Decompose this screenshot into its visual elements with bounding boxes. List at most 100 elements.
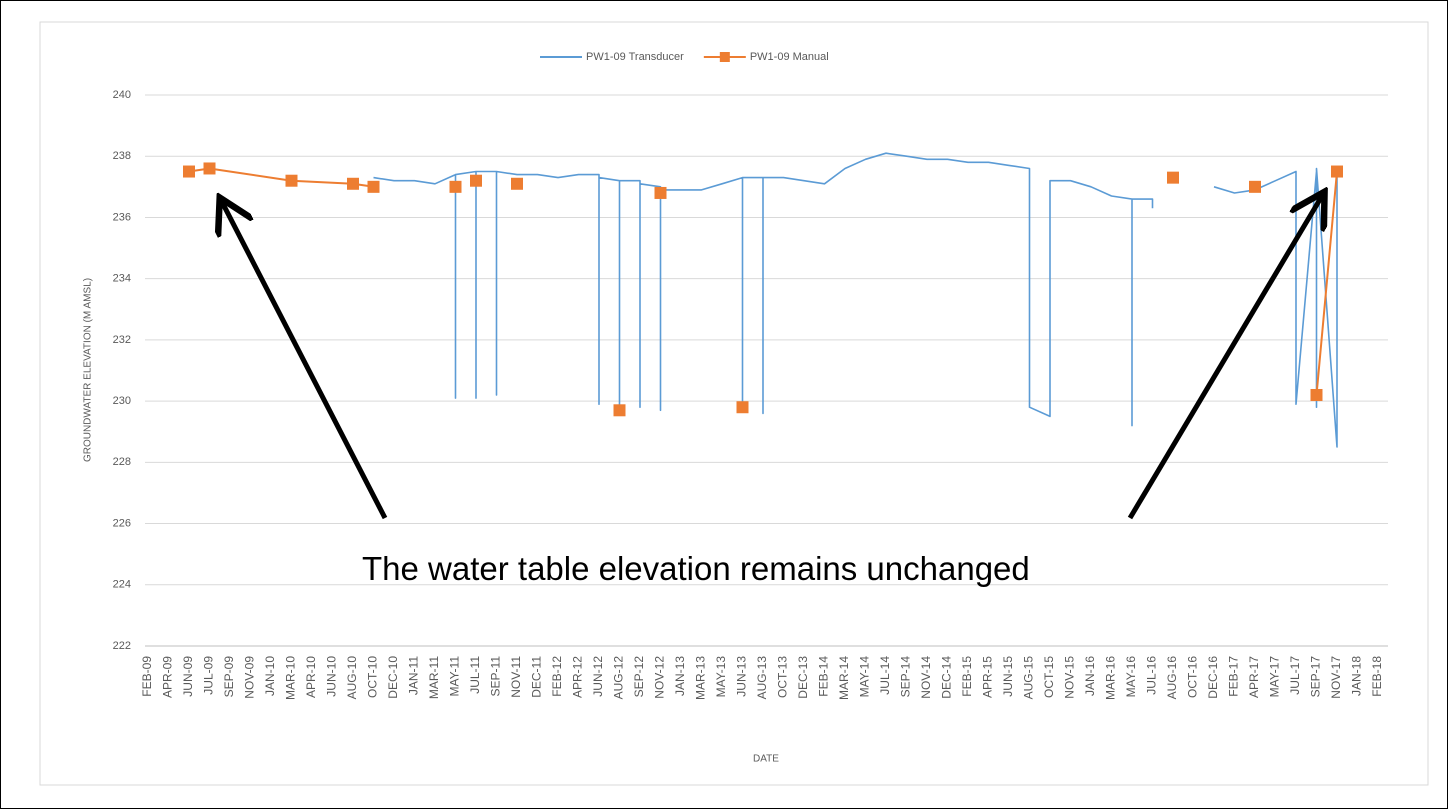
x-tick-label: APR-09: [161, 656, 175, 698]
x-tick-label: APR-17: [1247, 656, 1261, 698]
annotation: The water table elevation remains unchan…: [362, 550, 1030, 587]
marker: [449, 180, 462, 193]
x-tick-label: NOV-14: [919, 656, 933, 699]
x-tick-label: JUL-17: [1288, 656, 1302, 695]
x-tick-label: JAN-11: [407, 656, 421, 695]
x-tick-label: SEP-11: [489, 656, 503, 697]
x-tick-label: JUN-10: [325, 656, 339, 697]
legend-item: PW1-09 Transducer: [540, 51, 684, 63]
x-tick-label: FEB-17: [1227, 656, 1241, 697]
x-tick-label: JUL-16: [1145, 656, 1159, 695]
y-tick-label: 230: [113, 395, 131, 407]
x-tick-label: SEP-12: [632, 656, 646, 698]
y-tick-label: 240: [113, 89, 131, 101]
x-tick-label: DEC-10: [386, 656, 400, 699]
x-tick-label: DEC-11: [530, 656, 544, 698]
x-tick-label: JUN-09: [181, 656, 195, 697]
marker: [470, 174, 482, 187]
x-axis-label: DATE: [753, 754, 779, 765]
x-tick-label: OCT-16: [1186, 656, 1200, 698]
x-tick-label: NOV-12: [653, 656, 667, 699]
x-tick-label: MAY-14: [858, 656, 872, 698]
x-tick-label: FEB-12: [550, 656, 564, 697]
x-tick-label: AUG-15: [1022, 656, 1036, 700]
x-tick-label: AUG-10: [345, 656, 359, 700]
marker: [347, 177, 359, 190]
marker: [1310, 388, 1323, 401]
x-tick-label: SEP-09: [222, 656, 236, 698]
x-tick-label: JAN-16: [1083, 656, 1097, 696]
x-tick-label: MAR-10: [284, 656, 298, 700]
x-tick-label: NOV-15: [1063, 656, 1077, 699]
legend-item: PW1-09 Manual: [703, 51, 829, 63]
x-tick-label: FEB-15: [960, 656, 974, 697]
arrow: [1127, 196, 1322, 520]
x-tick-label: AUG-13: [755, 656, 769, 700]
x-tick-label: JAN-13: [673, 656, 687, 696]
x-tick-label: JUL-14: [878, 656, 892, 695]
legend-marker: [719, 52, 730, 62]
marker: [285, 174, 298, 187]
x-tick-label: AUG-16: [1165, 656, 1179, 700]
chart-border: [39, 21, 1429, 786]
y-tick-label: 226: [113, 517, 131, 529]
x-tick-label: MAY-17: [1268, 656, 1282, 698]
x-tick-label: APR-10: [304, 656, 318, 698]
y-tick-label: 234: [113, 273, 131, 285]
y-axis-label: GROUNDWATER ELEVATION (M AMSL): [83, 278, 94, 462]
x-tick-label: FEB-14: [817, 656, 831, 697]
x-tick-label: JUL-11: [468, 656, 482, 694]
x-tick-label: MAR-13: [694, 656, 708, 700]
x-tick-label: DEC-13: [796, 656, 810, 699]
x-tick-label: NOV-09: [243, 656, 257, 699]
marker: [654, 186, 667, 199]
y-tick-label: 236: [113, 211, 131, 223]
x-tick-label: MAY-13: [714, 656, 728, 698]
x-tick-label: FEB-09: [140, 656, 154, 697]
x-tick-label: JAN-18: [1350, 656, 1364, 696]
marker: [736, 401, 749, 414]
x-tick-label: NOV-17: [1329, 656, 1343, 699]
x-tick-label: APR-12: [571, 656, 585, 698]
y-tick-label: 238: [113, 150, 131, 162]
y-tick-label: 224: [113, 579, 131, 591]
x-tick-label: MAY-16: [1124, 656, 1138, 698]
y-tick-label: 232: [113, 334, 131, 346]
x-tick-label: JUN-12: [591, 656, 605, 697]
y-tick-label: 222: [113, 640, 131, 652]
x-tick-label: AUG-12: [612, 656, 626, 700]
marker: [367, 180, 380, 193]
marker: [613, 404, 626, 417]
x-tick-label: DEC-14: [940, 656, 954, 699]
arrow: [222, 202, 388, 520]
x-tick-label: OCT-10: [366, 656, 380, 698]
x-tick-label: SEP-17: [1309, 656, 1323, 698]
legend-label: PW1-09 Transducer: [586, 51, 684, 63]
x-tick-label: OCT-15: [1042, 656, 1056, 698]
x-tick-label: MAR-11: [427, 656, 441, 699]
x-tick-label: SEP-14: [899, 656, 913, 698]
marker: [1249, 180, 1261, 193]
x-tick-label: JAN-10: [263, 656, 277, 696]
x-tick-label: APR-15: [981, 656, 995, 698]
marker: [183, 165, 195, 178]
series-line: [373, 152, 1338, 448]
x-tick-label: MAR-14: [837, 656, 851, 700]
x-tick-label: FEB-18: [1370, 656, 1384, 697]
x-tick-label: MAY-11: [448, 656, 462, 697]
legend-label: PW1-09 Manual: [750, 51, 829, 63]
x-tick-label: JUL-09: [202, 656, 216, 695]
x-tick-label: MAR-16: [1104, 656, 1118, 700]
arrows: [222, 196, 1322, 520]
marker: [203, 162, 216, 175]
x-tick-label: OCT-13: [776, 656, 790, 698]
x-tick-label: NOV-11: [509, 656, 523, 698]
marker: [1167, 171, 1179, 184]
x-tick-label: JUN-13: [735, 656, 749, 697]
x-tick-label: DEC-16: [1206, 656, 1220, 699]
x-tick-label: JUN-15: [1001, 656, 1015, 697]
marker: [511, 177, 523, 190]
y-tick-label: 228: [113, 456, 131, 468]
marker: [1331, 165, 1343, 178]
